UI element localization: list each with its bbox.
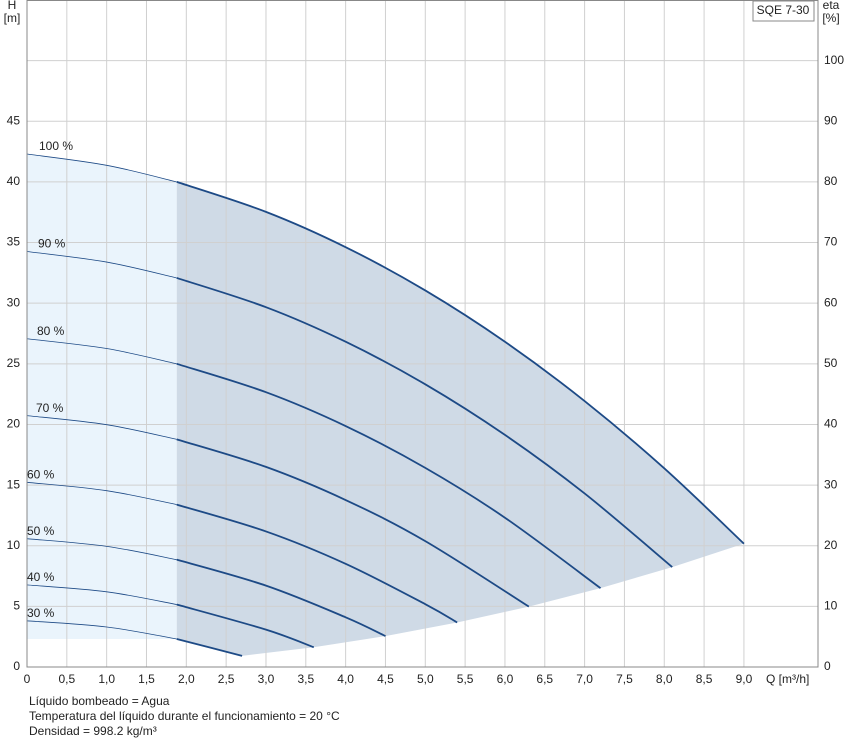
legend-title: SQE 7-30 — [757, 3, 810, 17]
x-tick-label: 2,0 — [178, 672, 195, 686]
plot-frame — [26, 0, 819, 668]
curve-thin — [26, 415, 177, 440]
note: Líquido bombeado = Agua — [29, 694, 170, 708]
x-tick-label: 7,0 — [576, 672, 593, 686]
curve-label: 100 % — [39, 139, 73, 153]
curve — [176, 181, 745, 545]
background — [27, 154, 744, 656]
operating-region — [176, 181, 744, 656]
y2-tick-label: 90 — [824, 113, 838, 127]
curve-label: 40 % — [27, 570, 55, 584]
y2-tick-label: 40 — [824, 417, 838, 431]
curve-thin — [26, 620, 177, 640]
y2-tick-label: 10 — [824, 599, 838, 613]
curve-thin — [26, 338, 177, 365]
legend-box — [752, 0, 815, 22]
curve — [176, 558, 386, 637]
x-tick-label: 6,5 — [536, 672, 553, 686]
curve — [176, 438, 530, 608]
y2-axis-unit: [%] — [822, 11, 839, 25]
y-tick-label: 10 — [7, 538, 21, 552]
x-tick-label: 3,5 — [297, 672, 314, 686]
x-tick-label: 5,0 — [417, 672, 434, 686]
y-tick-label: 45 — [7, 113, 21, 127]
x-tick-label: 3,0 — [258, 672, 275, 686]
curve-label: 50 % — [27, 524, 55, 538]
x-tick-label: 7,5 — [616, 672, 633, 686]
note: Temperatura del líquido durante el funci… — [29, 709, 340, 723]
light-region — [27, 154, 177, 639]
curve-label: 90 % — [38, 237, 66, 251]
y-tick-label: 25 — [7, 356, 21, 370]
curves — [26, 153, 745, 657]
x-tick-label: 2,5 — [218, 672, 235, 686]
x-tick-label: 4,0 — [337, 672, 354, 686]
curve-thin — [26, 481, 177, 506]
y-tick-label: 40 — [7, 174, 21, 188]
y-tick-label: 5 — [13, 599, 20, 613]
curve-thin — [26, 584, 177, 605]
curve — [176, 503, 458, 624]
note: Densidad = 998.2 kg/m³ — [29, 724, 157, 738]
x-tick-label: 1,5 — [138, 672, 155, 686]
y2-tick-label: 100 — [824, 53, 844, 67]
y-tick-label: 0 — [13, 659, 20, 673]
x-tick-label: 1,0 — [98, 672, 115, 686]
curve-label: 70 % — [36, 401, 64, 415]
x-tick-label: 0,5 — [58, 672, 75, 686]
curve-thin — [26, 538, 177, 561]
x-tick-label: 8,5 — [696, 672, 713, 686]
curve-label: 60 % — [27, 467, 55, 481]
x-tick-label: 0 — [24, 672, 31, 686]
y2-tick-label: 50 — [824, 356, 838, 370]
x-tick-label: 8,0 — [656, 672, 673, 686]
y2-tick-label: 80 — [824, 174, 838, 188]
curve — [176, 362, 602, 589]
y-axis-unit: [m] — [4, 11, 21, 25]
curve — [176, 638, 243, 657]
y2-tick-label: 20 — [824, 538, 838, 552]
y2-tick-label: 0 — [824, 659, 831, 673]
curve-label: 30 % — [27, 606, 55, 620]
curve-thin — [26, 153, 177, 183]
curve — [176, 277, 673, 568]
x-tick-label: 4,5 — [377, 672, 394, 686]
y2-tick-label: 30 — [824, 477, 838, 491]
x-axis-title: Q [m³/h] — [766, 672, 809, 686]
curve — [176, 603, 315, 649]
y2-tick-label: 60 — [824, 295, 838, 309]
y2-tick-label: 70 — [824, 235, 838, 249]
curve-label: 80 % — [37, 324, 65, 338]
y-axis-title: H — [8, 0, 17, 12]
curve-thin — [26, 251, 177, 279]
y-tick-label: 30 — [7, 295, 21, 309]
y-tick-label: 35 — [7, 235, 21, 249]
x-tick-label: 9,0 — [736, 672, 753, 686]
y-tick-label: 20 — [7, 417, 21, 431]
y2-axis-title: eta — [823, 0, 840, 12]
x-tick-label: 6,0 — [497, 672, 514, 686]
x-tick-label: 5,5 — [457, 672, 474, 686]
y-tick-label: 15 — [7, 477, 21, 491]
